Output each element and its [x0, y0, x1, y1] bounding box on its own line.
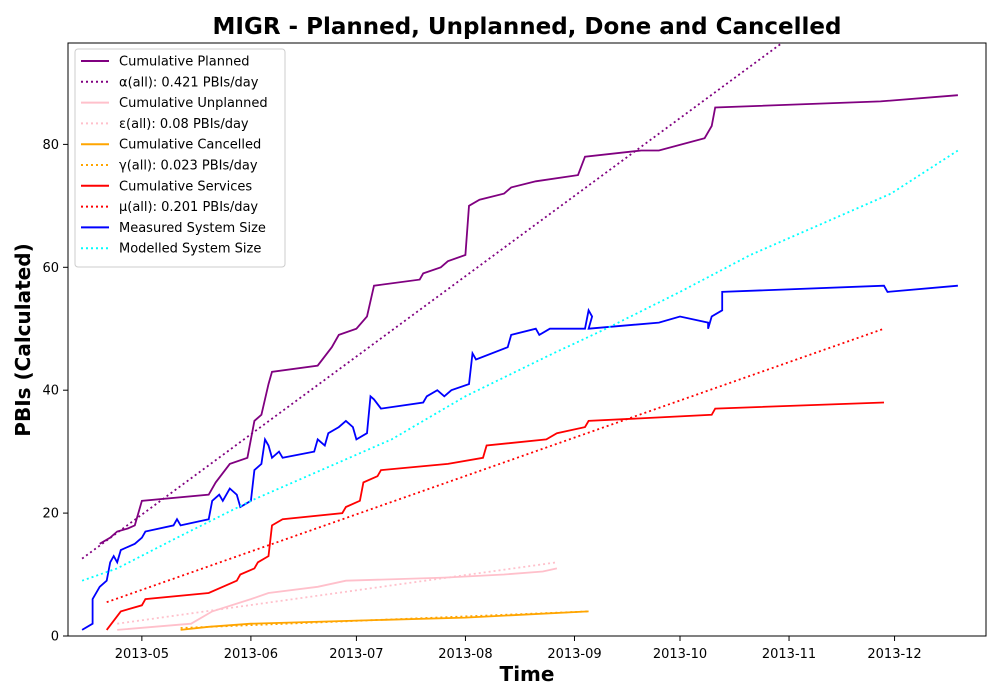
chart-title: MIGR - Planned, Unplanned, Done and Canc…	[213, 14, 842, 40]
x-tick-label: 2013-07	[329, 647, 383, 662]
y-tick-label: 0	[51, 630, 59, 645]
series-line-cumulative-planned	[99, 94, 958, 545]
x-tick-label: 2013-11	[762, 647, 816, 662]
series-line-all-0-08-pbis-day	[117, 561, 558, 625]
legend-label: Modelled System Size	[119, 242, 261, 257]
legend-label: ε(all): 0.08 PBIs/day	[119, 117, 249, 132]
x-tick-label: 2013-08	[438, 647, 492, 662]
legend-label: α(all): 0.421 PBIs/day	[119, 75, 259, 90]
series-line-cumulative-cancelled	[180, 610, 589, 631]
x-tick-label: 2013-12	[867, 647, 921, 662]
y-axis-title: PBIs (Calculated)	[11, 243, 35, 436]
x-tick-label: 2013-05	[115, 647, 169, 662]
series-line-cumulative-unplanned	[117, 567, 558, 631]
series-line-all-0-023-pbis-day	[180, 610, 589, 629]
legend-label: γ(all): 0.023 PBIs/day	[119, 159, 258, 174]
series-line-measured-system-size	[81, 284, 958, 631]
legend-label: Measured System Size	[119, 221, 266, 236]
legend-label: Cumulative Planned	[119, 55, 249, 70]
series-line-all-0-201-pbis-day	[106, 327, 885, 604]
x-axis-title: Time	[500, 662, 555, 686]
legend-label: Cumulative Unplanned	[119, 96, 268, 111]
x-tick-label: 2013-09	[547, 647, 601, 662]
x-tick-label: 2013-10	[653, 647, 707, 662]
y-tick-label: 20	[42, 507, 59, 522]
y-tick-label: 80	[42, 138, 59, 153]
legend-label: Cumulative Services	[119, 179, 252, 194]
legend-label: μ(all): 0.201 PBIs/day	[119, 200, 258, 215]
plot-frame	[67, 42, 987, 637]
y-tick-label: 60	[42, 261, 59, 276]
x-tick-label: 2013-06	[224, 647, 278, 662]
legend-label: Cumulative Cancelled	[119, 138, 261, 153]
legend-box	[74, 48, 286, 268]
y-tick-label: 40	[42, 384, 59, 399]
series-line-cumulative-services	[105, 401, 885, 631]
